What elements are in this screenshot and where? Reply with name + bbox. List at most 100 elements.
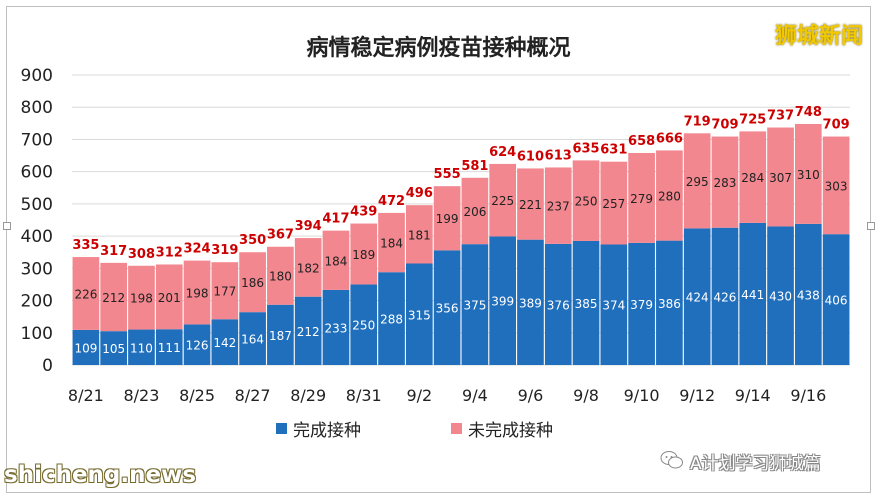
bar-not-completed xyxy=(489,163,517,237)
data-label-not-completed: 206 xyxy=(463,205,486,219)
data-label-total: 439 xyxy=(350,205,377,220)
bar-completed xyxy=(405,263,433,365)
x-tick-label: 8/21 xyxy=(68,386,104,405)
bar-not-completed xyxy=(239,252,266,313)
bar-completed xyxy=(600,244,628,365)
x-tick-label: 9/14 xyxy=(735,386,771,405)
watermark-account-name: A计划学习狮城篇 xyxy=(690,454,821,474)
bar-completed xyxy=(378,272,405,365)
data-label-completed: 426 xyxy=(714,290,737,304)
bar-completed xyxy=(656,240,683,365)
data-label-not-completed: 198 xyxy=(186,287,209,301)
bar-completed xyxy=(350,284,378,365)
bar-completed xyxy=(711,227,739,365)
bar-completed xyxy=(683,228,711,365)
data-label-total: 324 xyxy=(183,242,210,257)
data-label-total: 581 xyxy=(461,159,488,174)
x-tick-label: 9/12 xyxy=(679,386,715,405)
data-label-completed: 386 xyxy=(658,297,681,311)
legend: 完成接种 未完成接种 xyxy=(0,416,877,442)
y-tick-label: 600 xyxy=(21,163,53,183)
y-tick-label: 500 xyxy=(21,195,53,215)
bar-not-completed xyxy=(767,127,794,227)
x-tick-label: 8/29 xyxy=(290,386,326,405)
x-tick-label: 9/6 xyxy=(518,386,544,405)
data-label-completed: 110 xyxy=(130,341,153,355)
data-label-total: 631 xyxy=(600,143,627,158)
bar-completed xyxy=(572,240,600,365)
y-tick-label: 900 xyxy=(21,66,53,86)
bar-completed xyxy=(767,226,794,365)
legend-swatch-completed xyxy=(276,423,287,434)
y-tick-label: 100 xyxy=(21,324,53,344)
y-tick-label: 300 xyxy=(21,259,53,279)
data-label-total: 555 xyxy=(434,167,461,182)
data-label-completed: 187 xyxy=(269,329,292,343)
bar-not-completed xyxy=(600,161,628,245)
x-tick-label: 9/4 xyxy=(462,386,488,405)
bar-completed xyxy=(72,329,100,365)
data-label-completed: 288 xyxy=(380,313,403,327)
legend-item-completed: 完成接种 xyxy=(276,416,361,441)
data-label-completed: 375 xyxy=(463,299,486,313)
data-label-completed: 356 xyxy=(436,302,459,316)
data-label-total: 610 xyxy=(517,149,544,164)
data-label-total: 624 xyxy=(489,145,516,160)
data-label-total: 308 xyxy=(128,247,155,262)
legend-label-completed: 完成接种 xyxy=(293,421,361,441)
bar-completed xyxy=(822,234,850,365)
resize-handle-left[interactable] xyxy=(3,222,11,230)
data-label-not-completed: 237 xyxy=(547,200,570,214)
data-label-not-completed: 295 xyxy=(686,175,709,189)
y-tick-label: 400 xyxy=(21,227,53,247)
data-label-completed: 389 xyxy=(519,296,542,310)
watermark-site: shicheng.news xyxy=(4,462,197,488)
resize-handle-right[interactable] xyxy=(867,222,875,230)
data-label-total: 317 xyxy=(100,244,127,259)
bar-not-completed xyxy=(405,205,433,264)
bar-not-completed xyxy=(183,260,211,325)
data-label-completed: 142 xyxy=(213,336,236,350)
data-label-total: 613 xyxy=(545,148,572,163)
data-label-total: 472 xyxy=(378,194,405,209)
data-label-completed: 212 xyxy=(297,325,320,339)
x-tick-label: 9/16 xyxy=(790,386,826,405)
y-tick-label: 0 xyxy=(42,356,53,376)
bar-completed xyxy=(517,239,544,365)
bars xyxy=(72,123,850,365)
data-label-completed: 379 xyxy=(630,298,653,312)
bar-completed xyxy=(100,331,128,365)
bar-not-completed xyxy=(350,223,378,285)
data-label-not-completed: 310 xyxy=(797,168,820,182)
legend-label-not-completed: 未完成接种 xyxy=(468,421,553,441)
data-label-total: 350 xyxy=(239,233,266,248)
bar-completed xyxy=(489,236,517,365)
data-labels: 109 226 335 105 212 317 110 198 308 111 201 312 126 1… xyxy=(72,105,849,356)
bar-completed xyxy=(544,243,572,365)
data-label-total: 496 xyxy=(406,186,433,201)
bar-not-completed xyxy=(128,265,155,330)
y-axis-tick-labels: 0 100 200 300 400 500 600 700 800 900 xyxy=(21,66,53,376)
x-tick-label: 9/10 xyxy=(624,386,660,405)
bar-not-completed xyxy=(572,160,600,241)
data-label-total: 709 xyxy=(711,118,738,133)
x-tick-label: 8/23 xyxy=(123,386,159,405)
bar-completed xyxy=(294,296,322,365)
data-label-completed: 441 xyxy=(741,288,764,302)
bar-not-completed xyxy=(155,264,183,330)
bar-completed xyxy=(461,244,489,365)
bar-not-completed xyxy=(794,123,822,224)
data-label-total: 709 xyxy=(823,118,850,133)
data-label-not-completed: 199 xyxy=(436,212,459,226)
data-label-not-completed: 225 xyxy=(491,194,514,208)
data-label-not-completed: 283 xyxy=(714,176,737,190)
data-label-not-completed: 226 xyxy=(74,287,97,301)
data-label-total: 748 xyxy=(795,105,822,120)
data-label-not-completed: 189 xyxy=(352,248,375,262)
bar-completed xyxy=(211,319,239,365)
data-label-total: 417 xyxy=(322,212,349,227)
data-label-total: 658 xyxy=(628,134,655,149)
x-axis-tick-labels: 8/21 8/23 8/25 8/27 8/29 8/31 9/2 9/4 9/6 9/8 9/10… xyxy=(68,386,826,405)
data-label-not-completed: 284 xyxy=(741,171,764,185)
data-label-not-completed: 184 xyxy=(380,237,403,251)
